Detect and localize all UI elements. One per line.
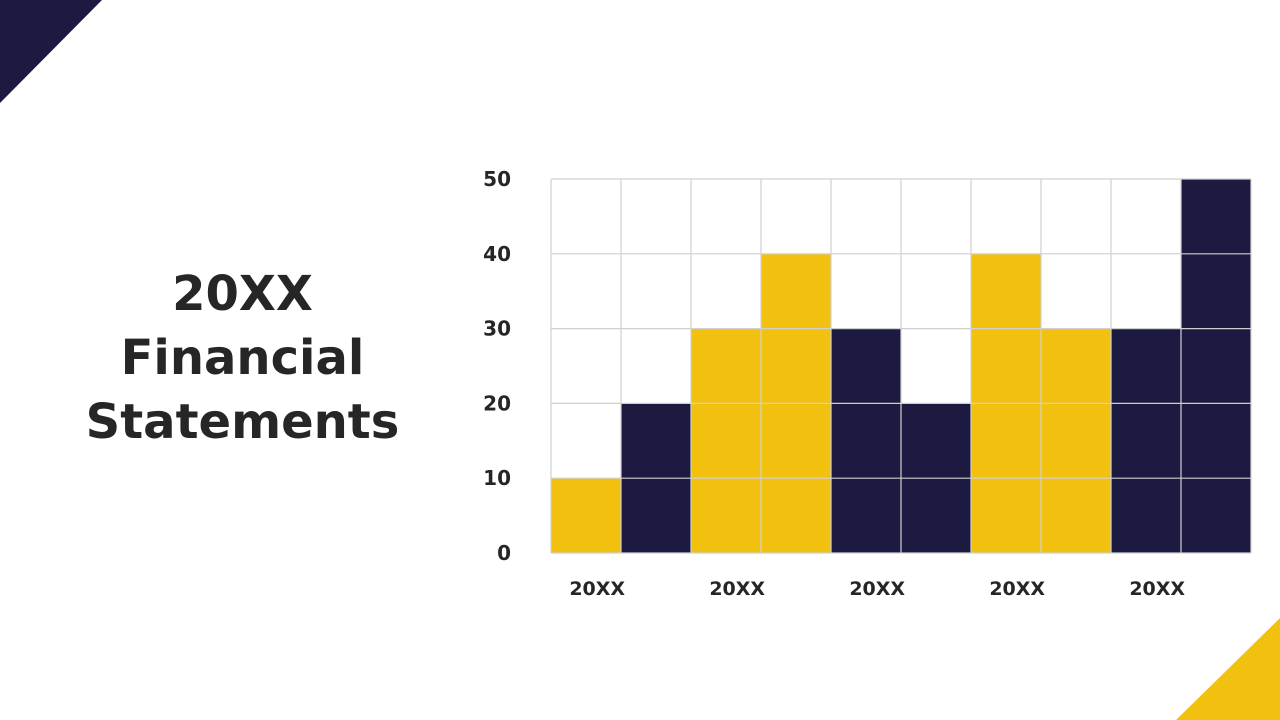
title-line-2: Financial <box>120 330 365 386</box>
y-tick-label: 0 <box>497 541 511 565</box>
y-tick-label: 20 <box>483 391 511 415</box>
bar <box>691 328 761 553</box>
y-tick-label: 50 <box>483 167 511 191</box>
x-category-label: 20XX <box>989 578 1045 600</box>
slide-title: 20XX Financial Statements <box>60 262 425 454</box>
bar <box>551 478 621 553</box>
x-category-label: 20XX <box>709 578 765 600</box>
corner-triangle-yellow <box>1176 618 1280 720</box>
title-line-1: 20XX <box>172 266 313 322</box>
y-tick-label: 40 <box>483 242 511 266</box>
x-category-label: 20XX <box>1129 578 1185 600</box>
bar <box>831 328 901 553</box>
bar <box>1041 328 1111 553</box>
bar <box>1181 179 1251 553</box>
x-category-label: 20XX <box>849 578 905 600</box>
x-category-label: 20XX <box>569 578 625 600</box>
y-tick-label: 10 <box>483 466 511 490</box>
title-line-3: Statements <box>85 394 400 450</box>
y-tick-label: 30 <box>483 317 511 341</box>
corner-triangle-navy <box>0 0 102 103</box>
bar <box>1111 328 1181 553</box>
